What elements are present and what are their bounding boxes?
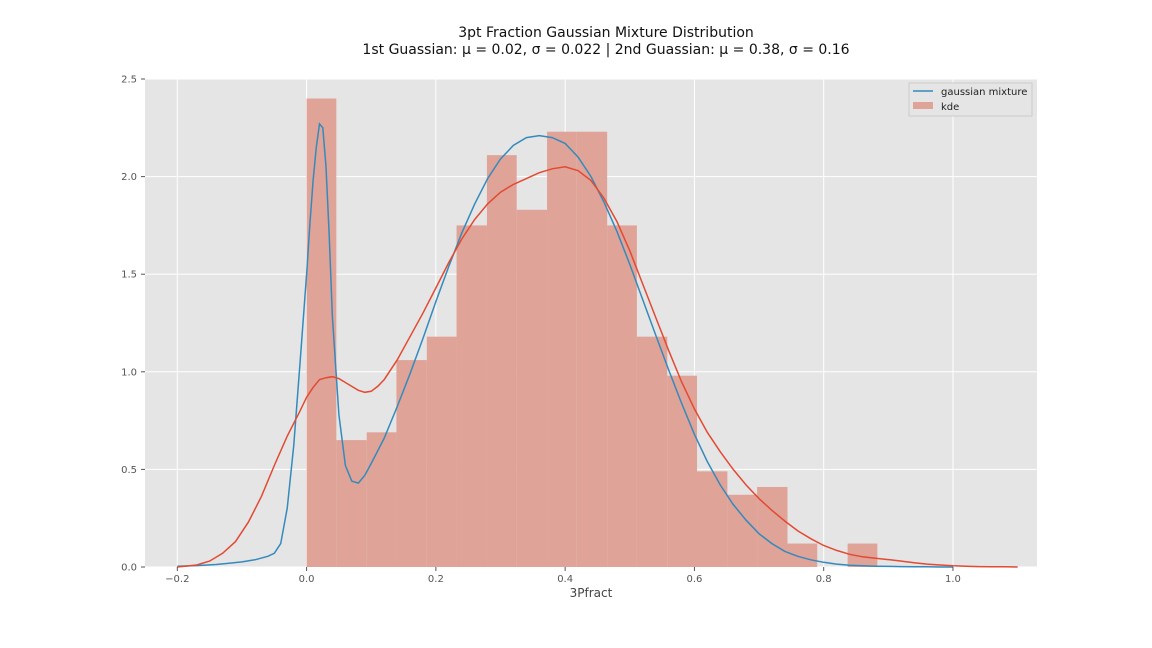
histogram-bar [336, 440, 367, 567]
chart-title: 3pt Fraction Gaussian Mixture Distributi… [458, 25, 754, 41]
y-tick-label: 0.5 [121, 465, 137, 476]
y-tick-label: 2.0 [121, 172, 137, 183]
histogram-bar [787, 543, 818, 567]
gaussian-mixture-line [177, 122, 953, 568]
histogram-bar [426, 336, 457, 567]
chart-subtitle: 1st Guassian: μ = 0.02, σ = 0.022 | 2nd … [362, 42, 850, 58]
y-tick-label: 0.0 [121, 563, 137, 574]
histogram-bar [636, 336, 668, 567]
x-tick-label: 0.4 [557, 574, 573, 585]
histogram-bar [456, 225, 487, 567]
histogram-bar [607, 225, 637, 567]
axis-ticks: −0.2 0.0 0.2 0.4 0.6 0.8 1.0 0.0 0.5 1.0 1.5 2.0 2.5 [121, 75, 961, 586]
y-tick-label: 1.5 [121, 270, 137, 281]
legend: gaussian mixture kde [908, 82, 1033, 117]
histogram-bar [516, 209, 548, 567]
series-lines [177, 122, 1018, 568]
legend-box [908, 82, 1033, 117]
x-tick-label: 1.0 [945, 574, 961, 585]
x-tick-label: 0.0 [299, 574, 315, 585]
x-tick-label: 0.2 [428, 574, 444, 585]
histogram-bar [727, 494, 758, 567]
histogram-bar [667, 375, 698, 567]
histogram-bars [306, 98, 878, 568]
legend-label-kde: kde [941, 102, 959, 113]
histogram-bar [306, 98, 337, 568]
legend-label-mixture: gaussian mixture [941, 87, 1027, 98]
x-axis-label: 3Pfract [569, 586, 613, 600]
histogram-bar [847, 543, 878, 567]
histogram-bar [486, 155, 517, 568]
x-tick-label: 0.8 [816, 574, 832, 585]
histogram-bar [396, 360, 427, 567]
histogram-bar [757, 486, 788, 567]
kde-density-line [177, 166, 1018, 568]
legend-swatch-kde [913, 102, 933, 109]
y-tick-label: 1.0 [121, 367, 137, 378]
y-tick-label: 2.5 [121, 75, 137, 86]
histogram-bar [697, 471, 728, 567]
x-tick-label: 0.6 [686, 574, 702, 585]
x-tick-label: −0.2 [165, 574, 189, 585]
histogram-bar [366, 432, 397, 567]
histogram-bar [547, 131, 577, 568]
histogram-bar [576, 131, 608, 568]
